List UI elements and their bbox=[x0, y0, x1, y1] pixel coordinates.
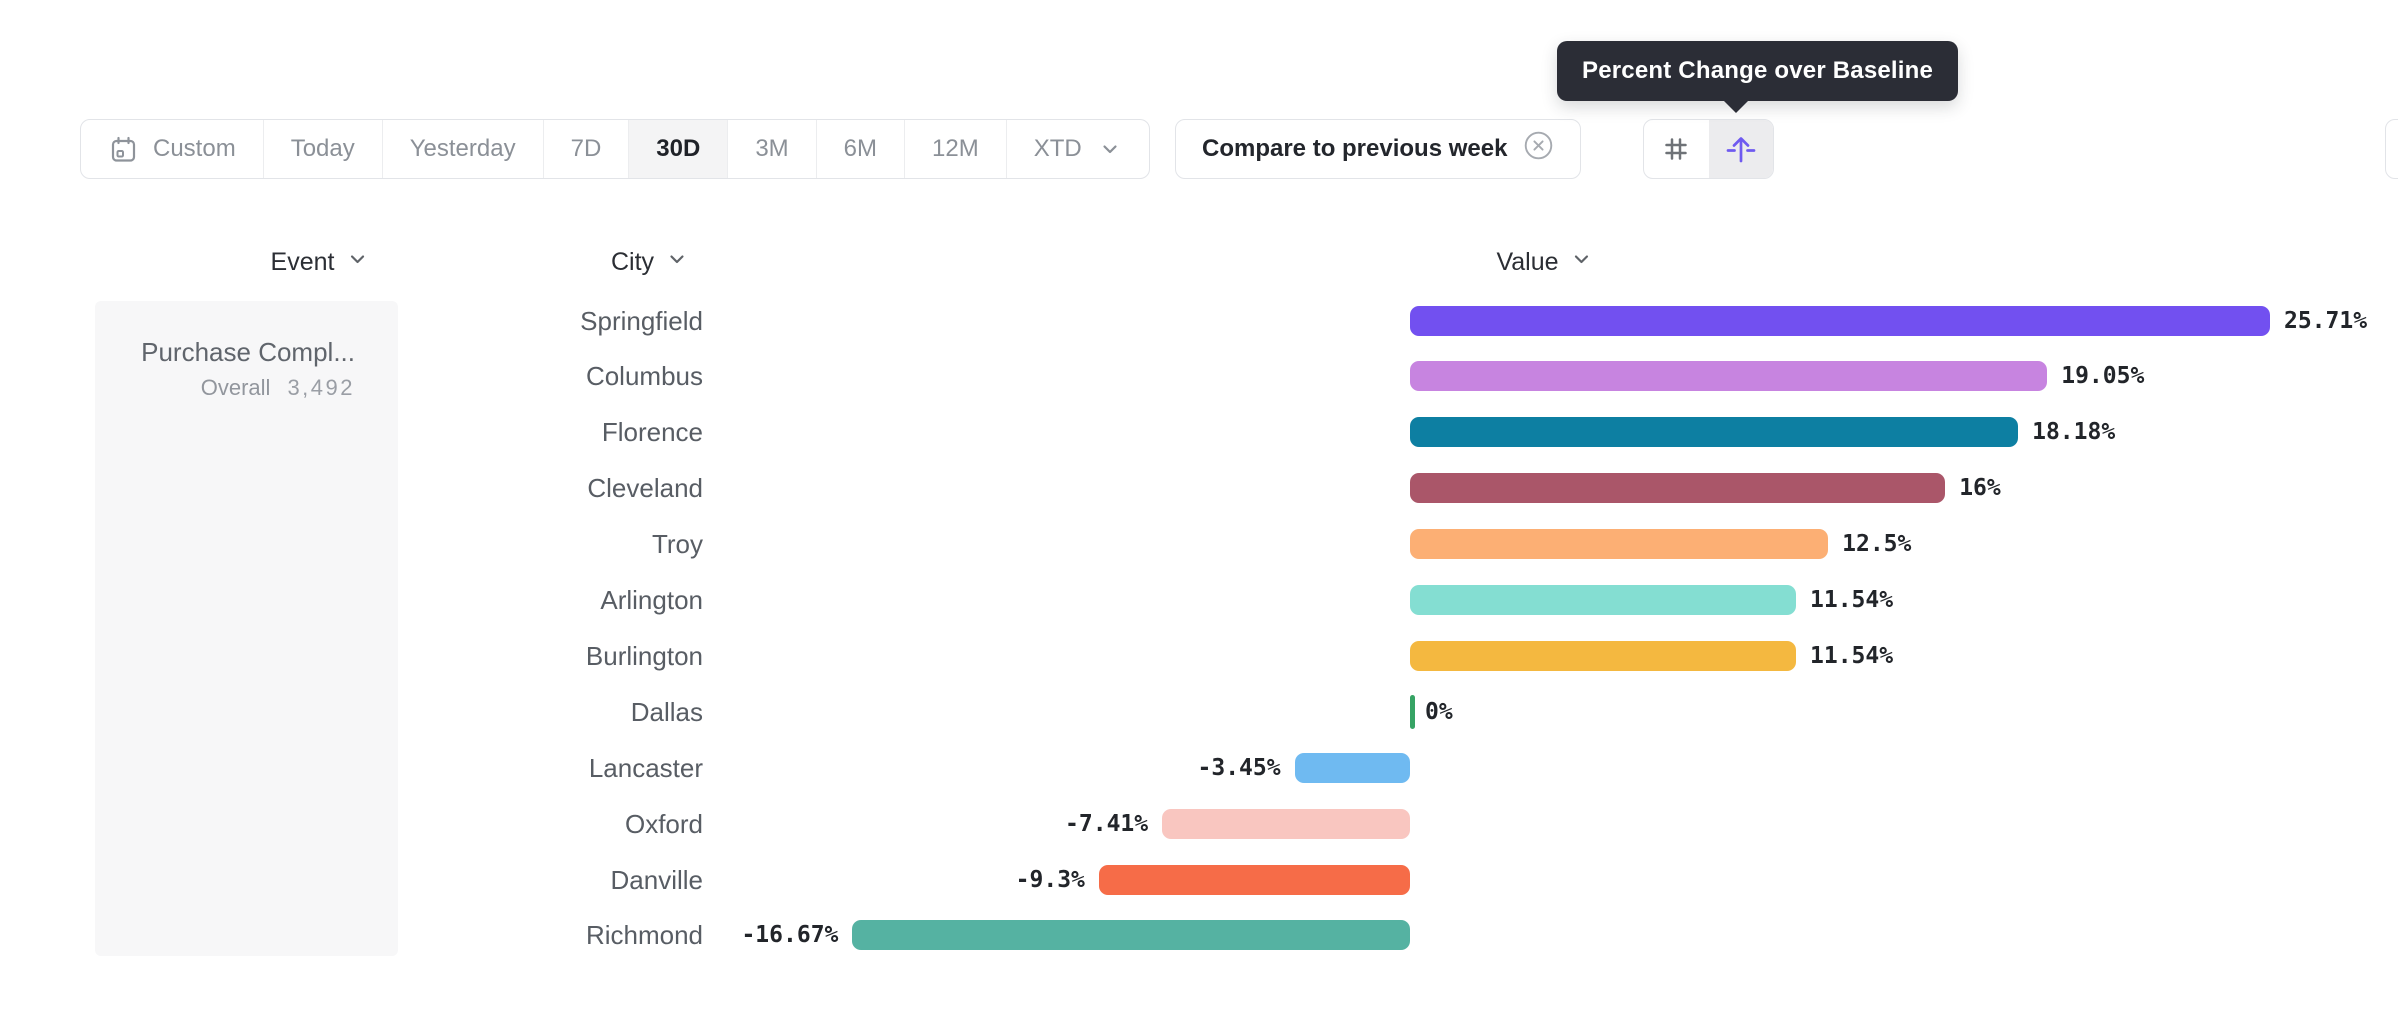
hash-icon bbox=[1660, 133, 1692, 165]
column-header-event[interactable]: Event bbox=[271, 244, 370, 280]
overall-label: Overall bbox=[200, 375, 271, 400]
bar-florence[interactable] bbox=[1410, 417, 2019, 448]
clipped-button[interactable] bbox=[2385, 119, 2398, 179]
bar-arlington[interactable] bbox=[1410, 585, 1796, 615]
date-range-label: Custom bbox=[153, 135, 236, 162]
date-range-label: 6M bbox=[843, 135, 877, 162]
city-label-burlington: Burlington bbox=[585, 640, 703, 671]
event-overall: Overall 3,492 bbox=[95, 375, 355, 401]
circle-x-icon[interactable] bbox=[1523, 130, 1554, 168]
chevron-down-icon bbox=[1570, 247, 1594, 278]
value-label-springfield: 25.71% bbox=[2283, 307, 2368, 334]
city-label-oxford: Oxford bbox=[624, 808, 703, 839]
value-label-dallas: 0% bbox=[1425, 698, 1453, 725]
compare-to-previous-week-button[interactable]: Compare to previous week bbox=[1175, 119, 1582, 179]
column-header-city[interactable]: City bbox=[611, 244, 689, 280]
value-label-troy: 12.5% bbox=[1842, 531, 1912, 558]
value-label-lancaster: -3.45% bbox=[1197, 754, 1281, 781]
bar-burlington[interactable] bbox=[1410, 640, 1796, 671]
city-label-columbus: Columbus bbox=[585, 361, 703, 392]
date-range-label: 12M bbox=[932, 135, 979, 162]
chevron-down-icon bbox=[665, 247, 689, 278]
event-name: Purchase Compl... bbox=[141, 337, 355, 367]
city-label-florence: Florence bbox=[601, 417, 703, 448]
bar-troy[interactable] bbox=[1410, 529, 1829, 560]
bar-danville[interactable] bbox=[1098, 864, 1410, 895]
chevron-down-icon bbox=[1098, 137, 1122, 161]
date-range-xtd[interactable]: XTD bbox=[1007, 120, 1149, 178]
city-label-danville: Danville bbox=[610, 864, 704, 895]
chevron-down-icon bbox=[345, 247, 369, 278]
value-label-columbus: 19.05% bbox=[2061, 363, 2145, 390]
value-header-label: Value bbox=[1496, 247, 1559, 276]
city-label-richmond: Richmond bbox=[585, 920, 703, 951]
tooltip-text: Percent Change over Baseline bbox=[1582, 57, 1934, 84]
bar-lancaster[interactable] bbox=[1294, 752, 1410, 783]
tooltip-percent-change-over-baseline: Percent Change over Baseline bbox=[1557, 41, 1959, 113]
date-range-label: Today bbox=[290, 135, 355, 162]
city-label-lancaster: Lancaster bbox=[588, 752, 703, 783]
date-range-7d[interactable]: 7D bbox=[544, 120, 630, 178]
bar-cleveland[interactable] bbox=[1410, 473, 1946, 504]
value-label-arlington: 11.54% bbox=[1810, 587, 1894, 613]
column-header-value[interactable]: Value bbox=[1496, 244, 1593, 280]
event-card-purchase-completed[interactable]: Purchase Compl... Overall 3,492 bbox=[95, 301, 398, 956]
date-range-label: 3M bbox=[755, 135, 789, 162]
date-range-3m[interactable]: 3M bbox=[728, 120, 817, 178]
percent-change-format-button[interactable] bbox=[1708, 120, 1773, 178]
value-label-danville: -9.3% bbox=[1015, 866, 1085, 893]
bar-richmond[interactable] bbox=[852, 920, 1410, 951]
bar-columbus[interactable] bbox=[1410, 361, 2048, 392]
date-range-label: 30D bbox=[656, 135, 701, 162]
value-label-burlington: 11.54% bbox=[1810, 642, 1894, 669]
city-label-arlington: Arlington bbox=[600, 585, 703, 615]
bar-springfield[interactable] bbox=[1410, 305, 2270, 336]
date-range-picker: Custom Today Yesterday 7D 30D 3M 6M 12M XTD bbox=[80, 119, 1150, 179]
value-label-florence: 18.18% bbox=[2032, 419, 2116, 446]
compare-label: Compare to previous week bbox=[1202, 135, 1508, 162]
date-range-label: Yesterday bbox=[409, 135, 516, 162]
date-range-custom[interactable]: Custom bbox=[81, 120, 264, 178]
bar-dallas[interactable] bbox=[1410, 694, 1415, 729]
date-range-label: 7D bbox=[570, 135, 602, 162]
bar-oxford[interactable] bbox=[1162, 808, 1410, 839]
overall-value: 3,492 bbox=[287, 375, 355, 400]
date-range-label: XTD bbox=[1033, 135, 1082, 162]
date-range-6m[interactable]: 6M bbox=[817, 120, 905, 178]
value-format-toggle-group bbox=[1643, 119, 1774, 179]
date-range-today[interactable]: Today bbox=[264, 120, 383, 178]
city-header-label: City bbox=[610, 247, 655, 276]
arrow-up-baseline-icon bbox=[1724, 132, 1758, 166]
value-label-richmond: -16.67% bbox=[741, 922, 839, 949]
date-range-yesterday[interactable]: Yesterday bbox=[383, 120, 544, 178]
city-label-cleveland: Cleveland bbox=[587, 473, 703, 504]
value-label-oxford: -7.41% bbox=[1065, 810, 1149, 837]
event-header-label: Event bbox=[270, 247, 335, 276]
city-label-springfield: Springfield bbox=[580, 305, 703, 336]
calendar-icon bbox=[108, 134, 139, 165]
city-label-troy: Troy bbox=[651, 529, 703, 560]
city-label-dallas: Dallas bbox=[630, 696, 703, 727]
toolbar: Custom Today Yesterday 7D 30D 3M 6M 12M XTD Comp… bbox=[0, 119, 2398, 179]
date-range-12m[interactable]: 12M bbox=[905, 120, 1007, 178]
date-range-30d[interactable]: 30D bbox=[629, 120, 729, 178]
number-format-button[interactable] bbox=[1644, 120, 1709, 178]
value-label-cleveland: 16% bbox=[1959, 475, 2001, 502]
